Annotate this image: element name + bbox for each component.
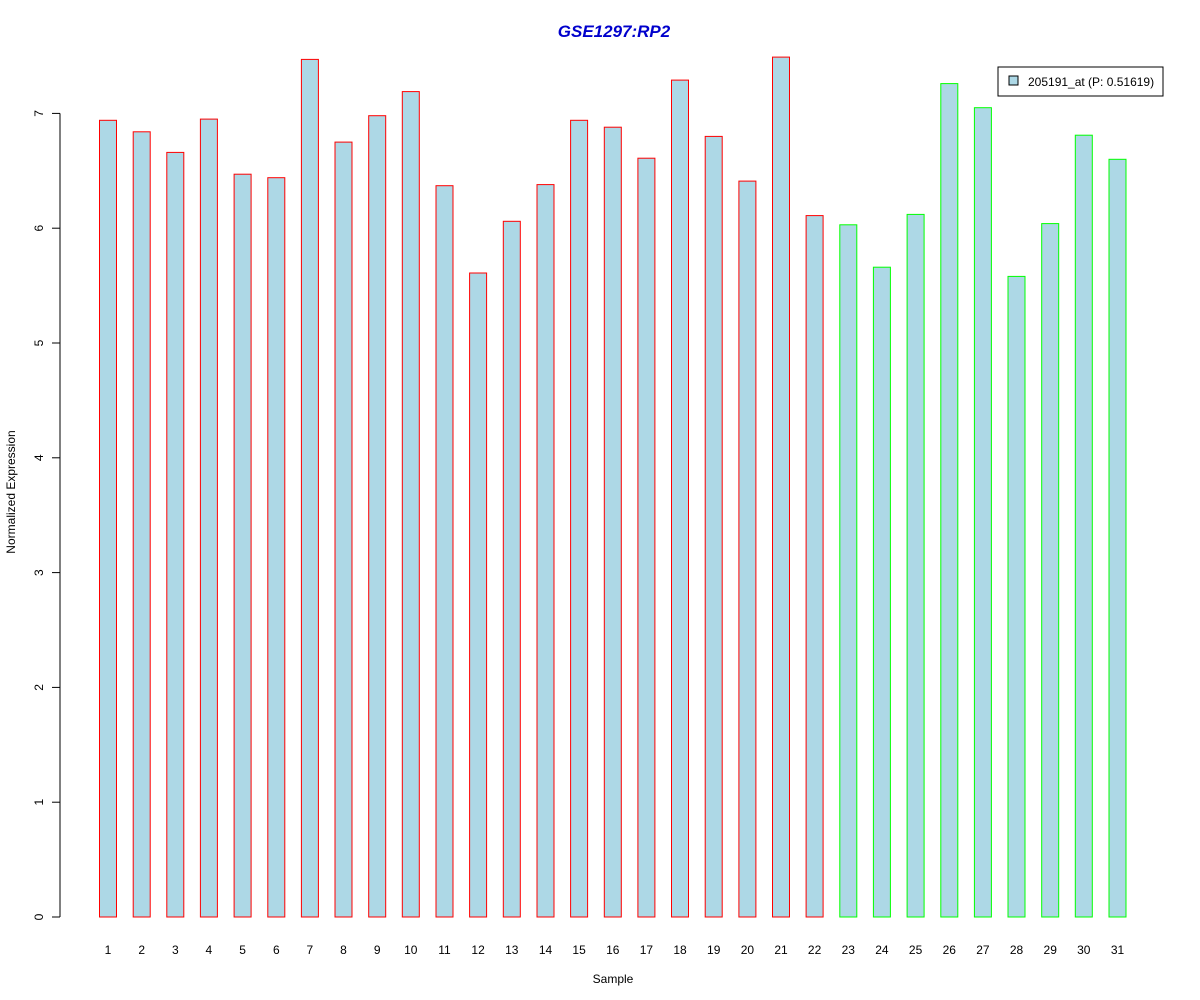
y-tick-label: 1 bbox=[32, 799, 46, 806]
x-tick-label: 15 bbox=[572, 943, 586, 957]
x-tick-label: 9 bbox=[374, 943, 381, 957]
legend-swatch bbox=[1008, 75, 1019, 86]
bar-sample-20 bbox=[738, 180, 757, 918]
x-tick-label: 1 bbox=[105, 943, 112, 957]
x-tick-label: 3 bbox=[172, 943, 179, 957]
bar-sample-24 bbox=[872, 266, 891, 918]
bar-sample-7 bbox=[300, 58, 319, 918]
x-tick-label: 11 bbox=[438, 943, 451, 957]
legend: 205191_at (P: 0.51619) bbox=[997, 66, 1164, 97]
x-tick-label: 4 bbox=[206, 943, 213, 957]
bar-group bbox=[99, 56, 1127, 918]
x-axis-label: Sample bbox=[593, 972, 634, 986]
x-tick-label: 12 bbox=[471, 943, 485, 957]
bar-sample-10 bbox=[401, 91, 420, 918]
bar-sample-23 bbox=[839, 224, 858, 918]
x-tick-label: 16 bbox=[606, 943, 620, 957]
y-tick-label: 4 bbox=[32, 454, 46, 461]
bar-sample-16 bbox=[603, 126, 622, 918]
bar-sample-8 bbox=[334, 141, 353, 918]
x-tick-label: 23 bbox=[842, 943, 856, 957]
bar-sample-17 bbox=[637, 157, 656, 918]
bar-sample-13 bbox=[502, 220, 521, 918]
bar-sample-5 bbox=[233, 173, 252, 918]
bar-sample-30 bbox=[1074, 134, 1093, 918]
x-tick-label: 7 bbox=[307, 943, 314, 957]
x-tick-label: 8 bbox=[340, 943, 347, 957]
bar-sample-28 bbox=[1007, 275, 1026, 918]
bar-sample-26 bbox=[940, 83, 959, 918]
y-tick-label: 6 bbox=[32, 225, 46, 232]
x-tick-label: 20 bbox=[741, 943, 755, 957]
bar-sample-12 bbox=[469, 272, 488, 918]
x-tick-label: 24 bbox=[875, 943, 889, 957]
bar-sample-9 bbox=[368, 115, 387, 918]
legend-box bbox=[997, 66, 1164, 97]
y-tick-label: 5 bbox=[32, 339, 46, 346]
bar-sample-31 bbox=[1108, 158, 1127, 918]
bar-sample-14 bbox=[536, 184, 555, 918]
bar-sample-19 bbox=[704, 135, 723, 918]
y-tick-label: 0 bbox=[32, 913, 46, 920]
chart-title: GSE1297:RP2 bbox=[558, 22, 671, 41]
bar-sample-27 bbox=[973, 107, 992, 918]
x-tick-label: 10 bbox=[404, 943, 418, 957]
y-axis-label: Normalized Expression bbox=[4, 430, 18, 553]
bar-sample-3 bbox=[166, 151, 185, 918]
legend-entry: 205191_at (P: 0.51619) bbox=[1028, 75, 1154, 89]
x-tick-label: 2 bbox=[138, 943, 145, 957]
x-tick-label: 6 bbox=[273, 943, 280, 957]
y-axis: 0 1 2 3 4 5 6 7 bbox=[32, 110, 61, 920]
x-tick-label: 21 bbox=[774, 943, 788, 957]
bar-sample-11 bbox=[435, 185, 454, 918]
bar-sample-6 bbox=[267, 177, 286, 918]
x-tick-label: 27 bbox=[976, 943, 990, 957]
bar-sample-22 bbox=[805, 215, 824, 918]
bar-sample-4 bbox=[199, 118, 218, 918]
bar-sample-15 bbox=[570, 119, 589, 918]
x-tick-label: 26 bbox=[943, 943, 957, 957]
x-tick-label: 5 bbox=[239, 943, 246, 957]
bar-sample-21 bbox=[772, 56, 790, 918]
x-tick-label: 28 bbox=[1010, 943, 1024, 957]
y-tick-label: 7 bbox=[32, 110, 46, 117]
x-tick-label: 14 bbox=[539, 943, 553, 957]
x-tick-label: 19 bbox=[707, 943, 721, 957]
x-tick-label: 30 bbox=[1077, 943, 1091, 957]
x-tick-label: 18 bbox=[673, 943, 687, 957]
y-tick-label: 2 bbox=[32, 684, 46, 691]
bar-sample-1 bbox=[99, 119, 117, 918]
bar-sample-25 bbox=[906, 213, 925, 918]
x-tick-label: 17 bbox=[640, 943, 654, 957]
bar-sample-29 bbox=[1041, 223, 1060, 918]
bar-sample-18 bbox=[671, 79, 689, 918]
x-tick-label: 25 bbox=[909, 943, 923, 957]
x-tick-label: 31 bbox=[1111, 943, 1125, 957]
x-tick-label: 22 bbox=[808, 943, 822, 957]
x-tick-labels: 1 2 3 4 5 6 7 8 9 10 11 12 13 14 15 16 17 18 19 20 21 22 23 24 2… bbox=[105, 943, 1125, 957]
y-tick-label: 3 bbox=[32, 569, 46, 576]
bar-sample-2 bbox=[132, 131, 151, 918]
x-tick-label: 29 bbox=[1044, 943, 1058, 957]
x-tick-label: 13 bbox=[505, 943, 519, 957]
